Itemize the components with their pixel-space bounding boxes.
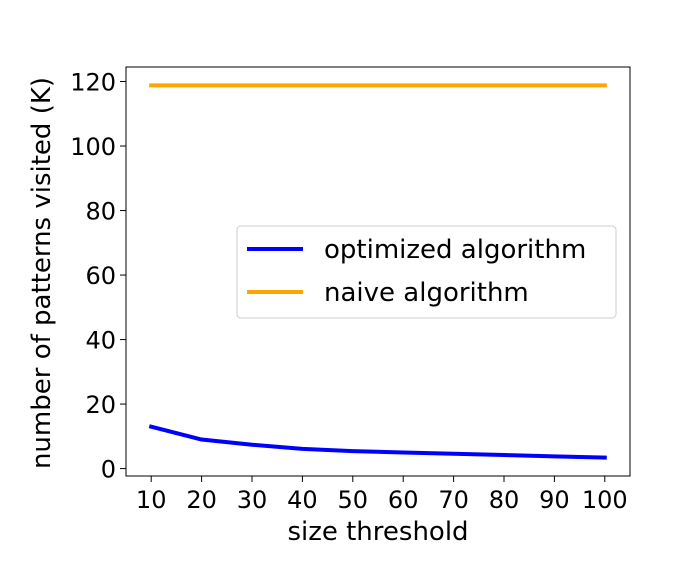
legend-label-1: optimized algorithm: [324, 235, 586, 265]
x-tick-label: 10: [136, 486, 167, 514]
x-tick-label: 40: [287, 486, 318, 514]
legend: optimized algorithm naive algorithm: [236, 225, 617, 319]
legend-box: [236, 225, 617, 319]
y-tick-label: 0: [101, 456, 116, 484]
plot-area: [148, 83, 607, 460]
y-tick-label: 20: [85, 391, 116, 419]
x-tick-label: 100: [582, 486, 628, 514]
y-tick-label: 40: [85, 327, 116, 355]
legend-label-2: naive algorithm: [324, 278, 529, 308]
y-tick-label: 80: [85, 198, 116, 226]
y-tick-label: 60: [85, 262, 116, 290]
x-tick-label: 70: [438, 486, 469, 514]
axes-frame: [125, 66, 631, 477]
x-tick-label: 30: [237, 486, 268, 514]
x-tick-label: 90: [539, 486, 570, 514]
axes: 10 20 30 40 50 60 70 80 90 100 0 20 40 60 80 100 120: [70, 66, 631, 514]
y-axis-label: number of patterns visited (K): [27, 77, 57, 469]
x-tick-label: 80: [489, 486, 520, 514]
series-line-1: [148, 424, 607, 460]
x-tick-label: 50: [338, 486, 369, 514]
x-axis-label: size threshold: [287, 517, 468, 547]
y-tick-label: 100: [70, 133, 116, 161]
x-tick-label: 60: [388, 486, 419, 514]
y-tick-label: 120: [70, 69, 116, 97]
x-tick-label: 20: [186, 486, 217, 514]
